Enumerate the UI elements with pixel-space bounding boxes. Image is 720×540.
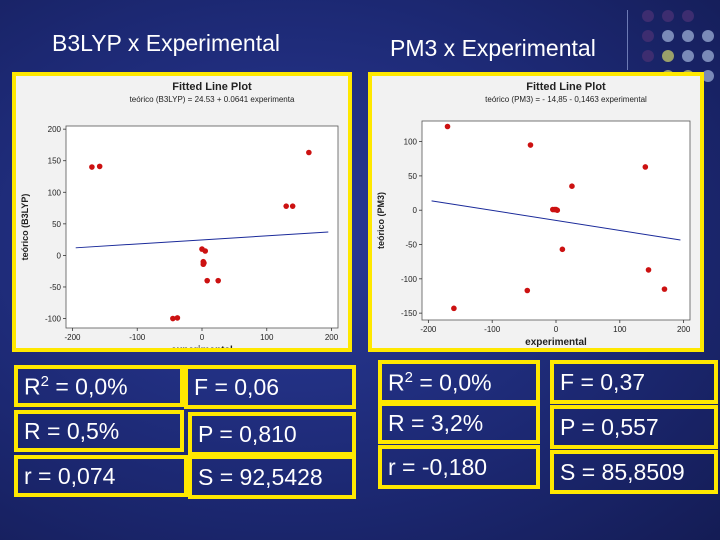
data-point — [306, 149, 312, 156]
right-r-small-stat: r = -0,180 — [378, 445, 540, 489]
chart-title: Fitted Line Plot — [172, 81, 252, 93]
right-p-text: P = 0,557 — [560, 413, 659, 440]
data-point — [642, 164, 649, 170]
y-tick-label: -100 — [401, 275, 418, 284]
fit-equation: teórico (PM3) = - 14,85 - 0,1463 experim… — [485, 95, 647, 104]
decor-dot — [682, 10, 694, 22]
x-tick-label: -100 — [129, 333, 146, 342]
data-point — [527, 142, 534, 148]
x-tick-label: 200 — [677, 325, 691, 334]
data-point — [174, 315, 181, 321]
left-s-stat: S = 92,5428 — [188, 455, 356, 499]
x-tick-label: 0 — [200, 333, 205, 342]
decor-dot — [662, 30, 674, 42]
x-tick-label: -200 — [420, 325, 437, 334]
y-tick-label: -50 — [405, 241, 417, 250]
left-r-small-stat: r = 0,074 — [14, 455, 188, 497]
left-r-text: R = 0,5% — [24, 417, 120, 444]
decor-dot — [702, 50, 714, 62]
fit-line — [75, 231, 329, 249]
left-p-stat: P = 0,810 — [188, 412, 356, 456]
decor-dot — [662, 50, 674, 62]
left-scatter-chart: Fitted Line Plot teórico (B3LYP) = 24.53 … — [16, 76, 348, 348]
y-tick-label: 100 — [404, 138, 418, 147]
data-point — [569, 183, 575, 189]
right-chart-panel: Fitted Line Plot teórico (PM3) = - 14,85 … — [368, 72, 704, 352]
data-point — [204, 277, 210, 284]
x-tick-label: 200 — [325, 333, 339, 342]
right-scatter-chart: Fitted Line Plot teórico (PM3) = - 14,85 … — [372, 76, 700, 348]
data-point — [559, 246, 566, 253]
left-s-text: S = 92,5428 — [198, 463, 323, 490]
right-f-text: F = 0,37 — [560, 368, 646, 395]
y-tick-label: 0 — [413, 206, 418, 215]
decor-dot — [702, 70, 714, 82]
right-r2-stat: R2 = 0,0% — [378, 360, 540, 404]
y-tick-label: 100 — [48, 188, 62, 197]
data-point — [554, 207, 561, 214]
x-tick-label: 100 — [260, 333, 274, 342]
x-tick-label: -200 — [64, 333, 81, 342]
y-tick-label: 50 — [52, 220, 61, 229]
decor-dot — [682, 30, 694, 42]
decor-dot — [662, 10, 674, 22]
y-axis-label: teórico (B3LYP) — [20, 194, 30, 261]
decorative-line — [627, 10, 628, 70]
right-r-small-text: r = -0,180 — [388, 453, 488, 480]
data-point — [451, 305, 457, 312]
right-r2-text: R2 = 0,0% — [388, 368, 492, 396]
y-tick-label: 50 — [408, 172, 417, 181]
data-point — [96, 163, 103, 170]
chart-title: Fitted Line Plot — [526, 81, 606, 93]
x-tick-label: 0 — [554, 325, 559, 334]
data-point — [444, 123, 451, 130]
data-point — [645, 267, 652, 273]
fit-line — [431, 200, 681, 241]
x-tick-label: -100 — [484, 325, 501, 334]
left-r-small-text: r = 0,074 — [24, 462, 116, 489]
decor-dot — [642, 50, 654, 62]
left-chart-panel: Fitted Line Plot teórico (B3LYP) = 24.53 … — [12, 72, 352, 352]
decor-dot — [682, 50, 694, 62]
left-f-text: F = 0,06 — [194, 373, 280, 400]
data-point — [661, 286, 668, 292]
y-tick-label: 200 — [48, 125, 62, 134]
y-tick-label: -50 — [49, 283, 61, 292]
data-point — [201, 260, 207, 266]
left-r-stat: R = 0,5% — [14, 410, 184, 452]
data-point — [170, 315, 176, 322]
plot-area — [65, 125, 339, 329]
decor-dot — [642, 30, 654, 42]
y-tick-label: 0 — [57, 251, 62, 260]
left-p-text: P = 0,810 — [198, 420, 297, 447]
x-axis-label: experimental — [171, 345, 233, 348]
right-s-text: S = 85,8509 — [560, 458, 685, 485]
y-axis-label: teórico (PM3) — [376, 192, 386, 249]
right-f-stat: F = 0,37 — [550, 360, 718, 404]
data-point — [89, 164, 95, 170]
data-point — [524, 287, 531, 294]
data-point — [283, 203, 289, 209]
right-s-stat: S = 85,8509 — [550, 450, 718, 494]
left-r2-text: R2 = 0,0% — [24, 372, 128, 400]
x-axis-label: experimental — [525, 337, 587, 348]
y-tick-label: -150 — [401, 309, 418, 318]
data-point — [289, 203, 296, 209]
left-r2-stat: R2 = 0,0% — [14, 365, 184, 407]
y-tick-label: -100 — [45, 315, 62, 324]
x-tick-label: 100 — [613, 325, 627, 334]
fit-equation: teórico (B3LYP) = 24.53 + 0.0641 experim… — [130, 95, 295, 104]
data-point — [215, 277, 221, 284]
left-heading: B3LYP x Experimental — [52, 30, 280, 56]
decor-dot — [702, 30, 714, 42]
right-heading: PM3 x Experimental — [390, 35, 596, 61]
data-point — [202, 248, 209, 254]
right-r-text: R = 3,2% — [388, 409, 484, 436]
y-tick-label: 150 — [48, 157, 62, 166]
right-r-stat: R = 3,2% — [378, 402, 540, 444]
decor-dot — [642, 10, 654, 22]
left-f-stat: F = 0,06 — [184, 365, 356, 409]
right-p-stat: P = 0,557 — [550, 405, 718, 449]
